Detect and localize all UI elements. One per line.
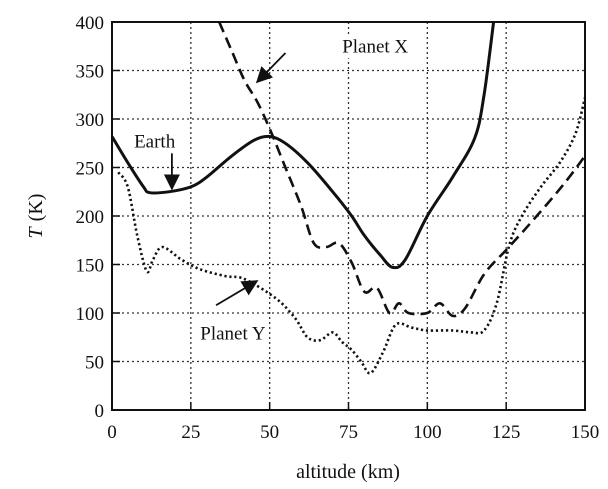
series-line-planet-y	[117, 97, 587, 375]
annotation-label-background	[131, 130, 179, 154]
annotation-label-planet-x: Planet X	[342, 36, 408, 57]
y-tick-label: 150	[76, 256, 105, 277]
series-line-earth	[110, 21, 496, 270]
annotations: Planet X Earth Planet Y	[131, 35, 412, 346]
y-tick-label: 100	[76, 304, 105, 325]
y-tick-label: 50	[85, 353, 104, 374]
x-tick-label: 150	[571, 422, 600, 443]
annotation-arrow-planet-y	[215, 280, 259, 307]
x-tick-label: 75	[339, 422, 358, 443]
x-tick-label: 0	[107, 422, 117, 443]
x-tick-label: 125	[492, 422, 521, 443]
x-axis-label: altitude (km)	[296, 461, 400, 483]
y-tick-label: 250	[76, 159, 105, 180]
series-layer	[110, 21, 587, 375]
annotation-label-background	[339, 35, 412, 59]
y-tick-label: 0	[95, 401, 105, 422]
x-tick-label: 100	[413, 422, 442, 443]
x-tick-label: 50	[260, 422, 279, 443]
y-axis-label: T (K)	[25, 194, 47, 239]
annotation-label-background	[197, 322, 269, 346]
y-tick-label: 200	[76, 207, 105, 228]
ticks: 0 25 50 75 100 125 150 0 50 100 150 200 250 300 350 400	[76, 13, 600, 443]
x-tick-label: 25	[181, 422, 200, 443]
grid	[112, 22, 585, 410]
y-axis-label-unit: (K)	[25, 194, 47, 222]
y-axis-label-symbol: T	[25, 225, 47, 238]
series-line-planet-x	[218, 21, 587, 318]
annotation-label-planet-y: Planet Y	[200, 323, 266, 344]
y-tick-label: 400	[76, 13, 105, 34]
annotation-arrow-planet-x	[255, 52, 287, 84]
y-tick-label: 300	[76, 110, 105, 131]
y-tick-label: 350	[76, 62, 105, 83]
annotation-label-earth: Earth	[134, 131, 176, 152]
